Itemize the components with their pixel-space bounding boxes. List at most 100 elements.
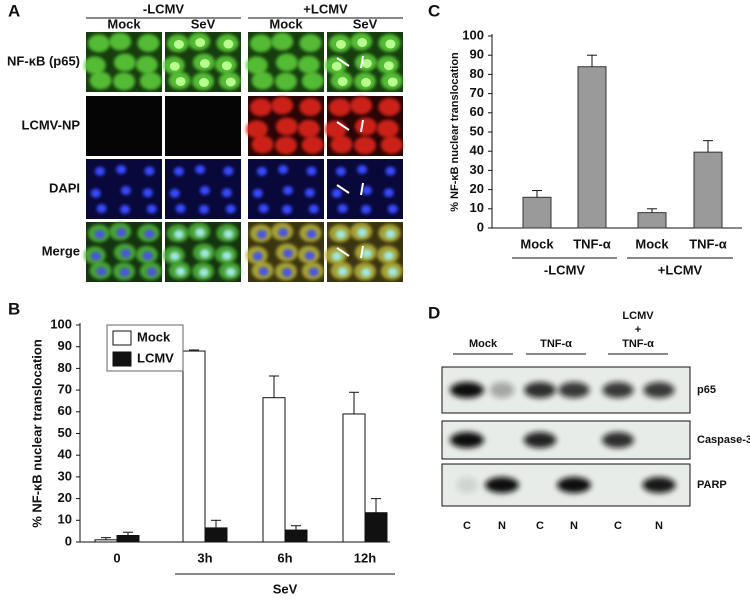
blot-band: [450, 432, 484, 448]
nucleus: [169, 188, 180, 198]
cell: [139, 71, 162, 90]
panel-letter: A: [8, 1, 20, 20]
nucleus: [335, 229, 346, 239]
bar: [116, 534, 140, 543]
cell: [271, 32, 294, 51]
lane-label: N: [655, 520, 663, 532]
column-label: Mock: [107, 16, 141, 31]
nucleus: [223, 39, 234, 49]
cell: [245, 56, 268, 75]
nucleus: [281, 204, 292, 214]
legend-swatch: [112, 330, 132, 346]
nucleus: [94, 166, 105, 176]
nucleus: [281, 267, 292, 277]
row-label: NF-κB (p65): [7, 53, 80, 68]
condition-label: -LCMV: [143, 1, 184, 16]
cell: [251, 71, 274, 90]
treatment-label: TNF-α: [622, 338, 654, 350]
micrograph: [245, 222, 324, 282]
micrograph: [86, 159, 162, 219]
blot-band: [558, 382, 590, 398]
nucleus: [385, 166, 396, 176]
y-tick-label: 70: [470, 85, 484, 100]
row-label: Merge: [42, 243, 80, 258]
y-tick-label: 40: [470, 143, 484, 158]
x-tick-label: 0: [113, 550, 120, 565]
cell: [271, 96, 294, 115]
cell: [301, 135, 324, 154]
cell: [249, 98, 272, 117]
y-tick-label: 90: [58, 338, 72, 353]
cell: [245, 120, 268, 139]
cell: [274, 136, 297, 155]
nucleus: [175, 266, 186, 276]
nucleus: [278, 164, 289, 174]
nucleus: [357, 37, 368, 47]
arrow-mark: [336, 121, 350, 131]
y-tick-label: 10: [58, 512, 72, 527]
nucleus: [146, 204, 157, 214]
x-tick-label: 12h: [354, 550, 376, 565]
nucleus: [258, 266, 269, 276]
blot-band: [602, 432, 634, 448]
y-axis-label: % NF-κB nuclear translocation: [449, 52, 461, 212]
nucleus: [119, 204, 130, 214]
nucleus: [308, 204, 319, 214]
cell: [330, 135, 353, 154]
cell: [113, 53, 136, 72]
bar: [577, 66, 607, 229]
nucleus: [96, 203, 107, 213]
nucleus: [198, 267, 209, 277]
nucleus: [173, 39, 184, 49]
nucleus: [282, 248, 293, 258]
treatment-label: LCMV: [622, 310, 654, 322]
micrograph: [245, 96, 324, 156]
nucleus: [357, 164, 368, 174]
y-tick-label: 100: [462, 27, 484, 42]
nucleus: [360, 77, 371, 87]
nucleus: [142, 188, 153, 198]
arrow-mark: [336, 57, 350, 67]
nucleus: [169, 61, 180, 71]
blot-band: [489, 382, 515, 398]
lane-label: C: [463, 520, 471, 532]
blot-band: [485, 477, 519, 493]
nucleus: [120, 185, 131, 195]
column-label: SeV: [353, 16, 378, 31]
bar: [94, 539, 118, 543]
nucleus: [361, 185, 372, 195]
x-tick-label: TNF-α: [573, 236, 611, 251]
lane-label: C: [536, 520, 544, 532]
cell: [251, 135, 274, 154]
nucleus: [304, 188, 315, 198]
bar: [637, 212, 667, 229]
cell: [297, 55, 320, 74]
nucleus: [256, 229, 267, 239]
protein-label: Caspase-3: [697, 434, 750, 446]
nucleus: [199, 185, 210, 195]
y-tick-label: 80: [58, 360, 72, 375]
micrograph: [248, 159, 324, 219]
cell: [299, 34, 322, 53]
nucleus: [96, 266, 107, 276]
legend-label: LCMV: [137, 350, 174, 365]
bar: [262, 397, 286, 543]
group-label: +LCMV: [658, 262, 703, 277]
bar: [204, 527, 228, 543]
nucleus: [223, 166, 234, 176]
x-tick-label: 6h: [277, 550, 292, 565]
cell: [380, 135, 403, 154]
y-tick-label: 0: [477, 219, 484, 234]
panel-letter: C: [428, 1, 440, 20]
protein-label: p65: [697, 384, 716, 396]
cell: [83, 56, 106, 75]
arrow-mark: [360, 119, 364, 133]
cell: [350, 96, 373, 115]
bar: [693, 151, 723, 229]
blot-band: [524, 382, 556, 398]
panel-letter: B: [8, 299, 20, 318]
cell: [249, 34, 272, 53]
legend-swatch: [112, 351, 132, 367]
nucleus: [304, 251, 315, 261]
y-tick-label: 60: [470, 104, 484, 119]
